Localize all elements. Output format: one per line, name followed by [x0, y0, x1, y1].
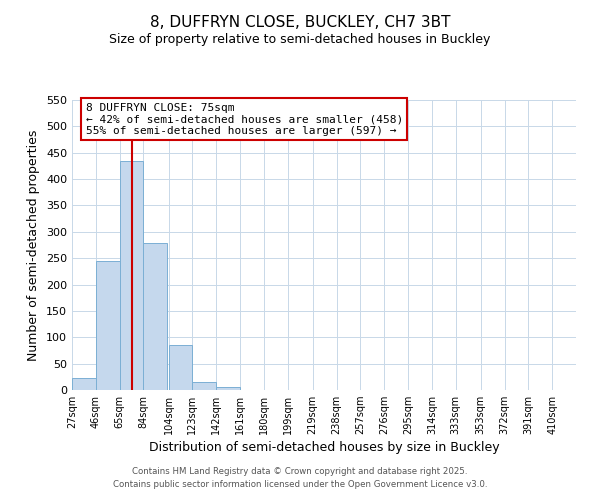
Text: 8, DUFFRYN CLOSE, BUCKLEY, CH7 3BT: 8, DUFFRYN CLOSE, BUCKLEY, CH7 3BT	[150, 15, 450, 30]
Bar	[193, 382, 216, 390]
Y-axis label: Number of semi-detached properties: Number of semi-detached properties	[28, 130, 40, 360]
Bar	[72, 378, 96, 390]
Text: Size of property relative to semi-detached houses in Buckley: Size of property relative to semi-detach…	[109, 32, 491, 46]
Text: 8 DUFFRYN CLOSE: 75sqm
← 42% of semi-detached houses are smaller (458)
55% of se: 8 DUFFRYN CLOSE: 75sqm ← 42% of semi-det…	[86, 102, 403, 136]
Bar	[96, 261, 119, 390]
X-axis label: Distribution of semi-detached houses by size in Buckley: Distribution of semi-detached houses by …	[149, 442, 499, 454]
Bar	[169, 345, 193, 390]
Bar	[119, 160, 143, 390]
Text: Contains public sector information licensed under the Open Government Licence v3: Contains public sector information licen…	[113, 480, 487, 489]
Bar	[143, 244, 167, 390]
Text: Contains HM Land Registry data © Crown copyright and database right 2025.: Contains HM Land Registry data © Crown c…	[132, 467, 468, 476]
Bar	[216, 387, 240, 390]
